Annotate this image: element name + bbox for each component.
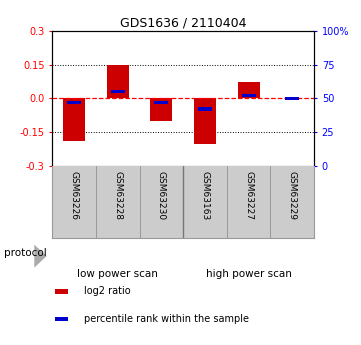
Title: GDS1636 / 2110404: GDS1636 / 2110404: [120, 17, 247, 30]
Polygon shape: [34, 245, 47, 268]
Bar: [242, 94, 256, 97]
Bar: [151, 98, 172, 121]
Bar: [111, 90, 125, 93]
Bar: [155, 101, 168, 104]
Bar: [55, 289, 68, 294]
Bar: [63, 98, 85, 141]
Text: protocol: protocol: [4, 248, 46, 258]
Text: GSM63230: GSM63230: [157, 171, 166, 220]
Text: log2 ratio: log2 ratio: [84, 286, 130, 296]
Text: GSM63228: GSM63228: [113, 171, 122, 220]
Text: percentile rank within the sample: percentile rank within the sample: [84, 314, 249, 324]
Bar: [107, 65, 129, 98]
Text: GSM63229: GSM63229: [288, 171, 297, 220]
Text: high power scan: high power scan: [206, 269, 292, 279]
Text: low power scan: low power scan: [77, 269, 158, 279]
Text: GSM63226: GSM63226: [70, 171, 79, 220]
Bar: [198, 107, 212, 111]
Text: GSM63163: GSM63163: [200, 171, 209, 221]
Text: GSM63227: GSM63227: [244, 171, 253, 220]
Bar: [238, 82, 260, 98]
Bar: [67, 101, 81, 104]
Bar: [55, 317, 68, 321]
Bar: [285, 97, 299, 100]
Bar: [194, 98, 216, 144]
